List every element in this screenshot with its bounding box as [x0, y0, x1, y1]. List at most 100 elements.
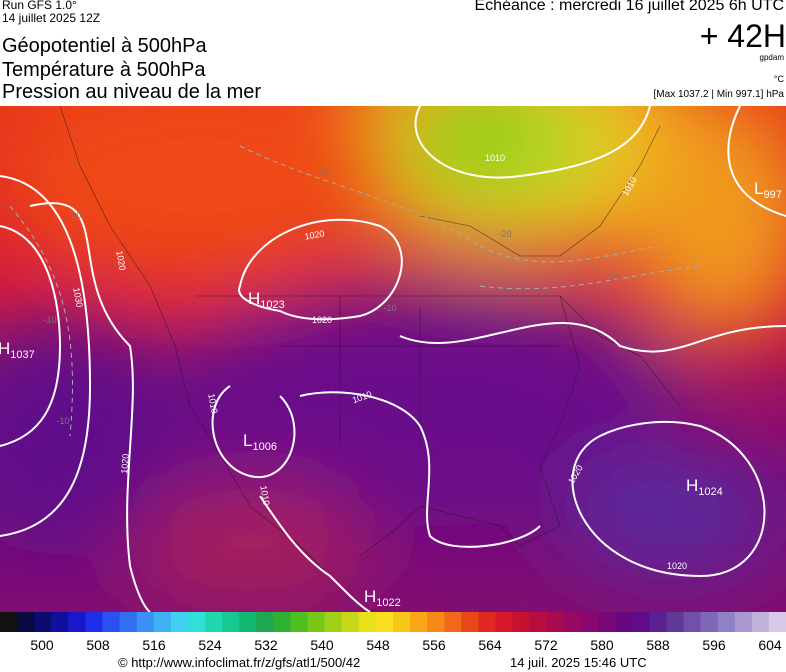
source-url: © http://www.infoclimat.fr/z/gfs/atl1/50… [118, 655, 361, 670]
colorbar-swatch [529, 612, 548, 632]
center-letter: L [243, 431, 252, 450]
coastlines [59, 106, 681, 607]
lead-time: + 42H [699, 18, 786, 54]
colorbar-tick-label: 564 [478, 637, 502, 653]
colorbar-swatch [734, 612, 753, 632]
temperature-label: -10 [68, 210, 81, 220]
colorbar-swatch [34, 612, 52, 632]
run-date: 14 juillet 2025 12Z [2, 11, 101, 25]
colorbar-swatch [700, 612, 719, 632]
colorbar-swatch [256, 612, 274, 632]
colorbar-swatch [444, 612, 462, 632]
center-letter: H [248, 289, 260, 308]
colorbar-swatch [393, 612, 411, 632]
colorbar-swatch [290, 612, 309, 632]
colorbar-swatch [51, 612, 69, 632]
isobar-label: 1010 [206, 393, 219, 414]
title: Géopotentiel à 500hPa [2, 35, 207, 57]
colorbar-swatch [683, 612, 702, 632]
isobars [0, 106, 786, 612]
pressure-center: H1037 [0, 339, 35, 361]
pressure-center: H1023 [248, 289, 285, 311]
colorbar-tick-label: 556 [422, 637, 446, 653]
colorbar-swatch [632, 612, 650, 632]
colorbar-swatch [341, 612, 360, 632]
isobar-label: 1010 [485, 153, 505, 163]
isobar-label: 1030 [71, 287, 84, 308]
isobar-label: 1020 [312, 315, 332, 325]
colorbar-swatch [153, 612, 172, 632]
colorbar-swatch [136, 612, 155, 632]
colorbar-swatch [478, 612, 497, 632]
valid-time: Echéance : mercredi 16 juillet 2025 6h U… [474, 0, 785, 14]
unit-temp: °C [773, 74, 784, 84]
generated-time: 14 juil. 2025 15:46 UTC [510, 655, 647, 670]
colorbar-swatch [563, 612, 582, 632]
temperature-label: -20 [316, 168, 329, 178]
colorbar-tick-label: 540 [310, 637, 334, 653]
center-letter: L [754, 179, 763, 198]
colorbar-swatch [580, 612, 599, 632]
colorbar-swatch [598, 612, 616, 632]
colorbar-swatch [102, 612, 121, 632]
colorbar-tick-label: 604 [758, 637, 782, 653]
temperature-label: -10 [606, 272, 619, 282]
colorbar-swatch [17, 612, 35, 632]
center-value: 1024 [698, 486, 722, 498]
colorbar-swatch [0, 612, 18, 632]
run-label: Run GFS 1.0° [2, 0, 77, 12]
colorbar-swatch [512, 612, 531, 632]
colorbar-swatch [170, 612, 189, 632]
colorbar-swatch [717, 612, 736, 632]
colorbar-swatch [273, 612, 291, 632]
center-letter: H [686, 476, 698, 495]
isobar-label: 1020 [667, 561, 687, 571]
colorbar-tick-label: 588 [646, 637, 670, 653]
colorbar-tick-label: 500 [30, 637, 54, 653]
colorbar-tick-label: 572 [534, 637, 558, 653]
pressure-range: [Max 1037.2 | Min 997.1] hPa [653, 89, 784, 100]
colorbar-swatch [768, 612, 786, 632]
pressure-center: L997 [754, 179, 782, 201]
map: H1023H1037L1006H1024H1022L99710201020101… [0, 106, 786, 612]
isobar-label: 1020 [119, 453, 131, 474]
title: Température à 500hPa [2, 59, 206, 81]
unit-geo: gpdam [759, 53, 784, 62]
colorbar-swatch [222, 612, 240, 632]
colorbar-swatch [461, 612, 479, 632]
colorbar-tick-label: 516 [142, 637, 166, 653]
center-value: 1006 [252, 441, 276, 453]
pressure-center: H1022 [364, 587, 401, 609]
colorbar-swatch [239, 612, 257, 632]
temperature-label: -10 [56, 416, 69, 426]
colorbar-swatch [751, 612, 770, 632]
colorbar-swatch [358, 612, 377, 632]
colorbar-tick-label: 580 [590, 637, 614, 653]
center-value: 997 [763, 189, 781, 201]
pressure-center: L1006 [243, 431, 277, 453]
center-value: 1023 [260, 299, 284, 311]
temperature-label: -10 [383, 303, 396, 313]
isobar-label: 1010 [258, 485, 271, 506]
center-letter: H [0, 339, 10, 358]
isobar-label: 1020 [304, 228, 325, 241]
colorbar-swatch [205, 612, 223, 632]
colorbar-swatch [375, 612, 394, 632]
colorbar-swatch [324, 612, 343, 632]
title: Pression au niveau de la mer [2, 81, 262, 103]
colorbar-tick-label: 508 [86, 637, 110, 653]
colorbar-swatch [119, 612, 138, 632]
temperature-label: -20 [498, 229, 511, 239]
colorbar-swatch [187, 612, 206, 632]
isotherms [9, 145, 701, 437]
temperature-label: -10 [43, 315, 56, 325]
center-letter: H [364, 587, 376, 606]
pressure-center: H1024 [686, 476, 723, 498]
isobar-label: 1020 [114, 250, 127, 271]
colorbar-swatch [666, 612, 684, 632]
colorbar-tick-label: 524 [198, 637, 222, 653]
colorbar-swatch [495, 612, 514, 632]
colorbar-swatch [307, 612, 326, 632]
colorbar-swatch [615, 612, 633, 632]
